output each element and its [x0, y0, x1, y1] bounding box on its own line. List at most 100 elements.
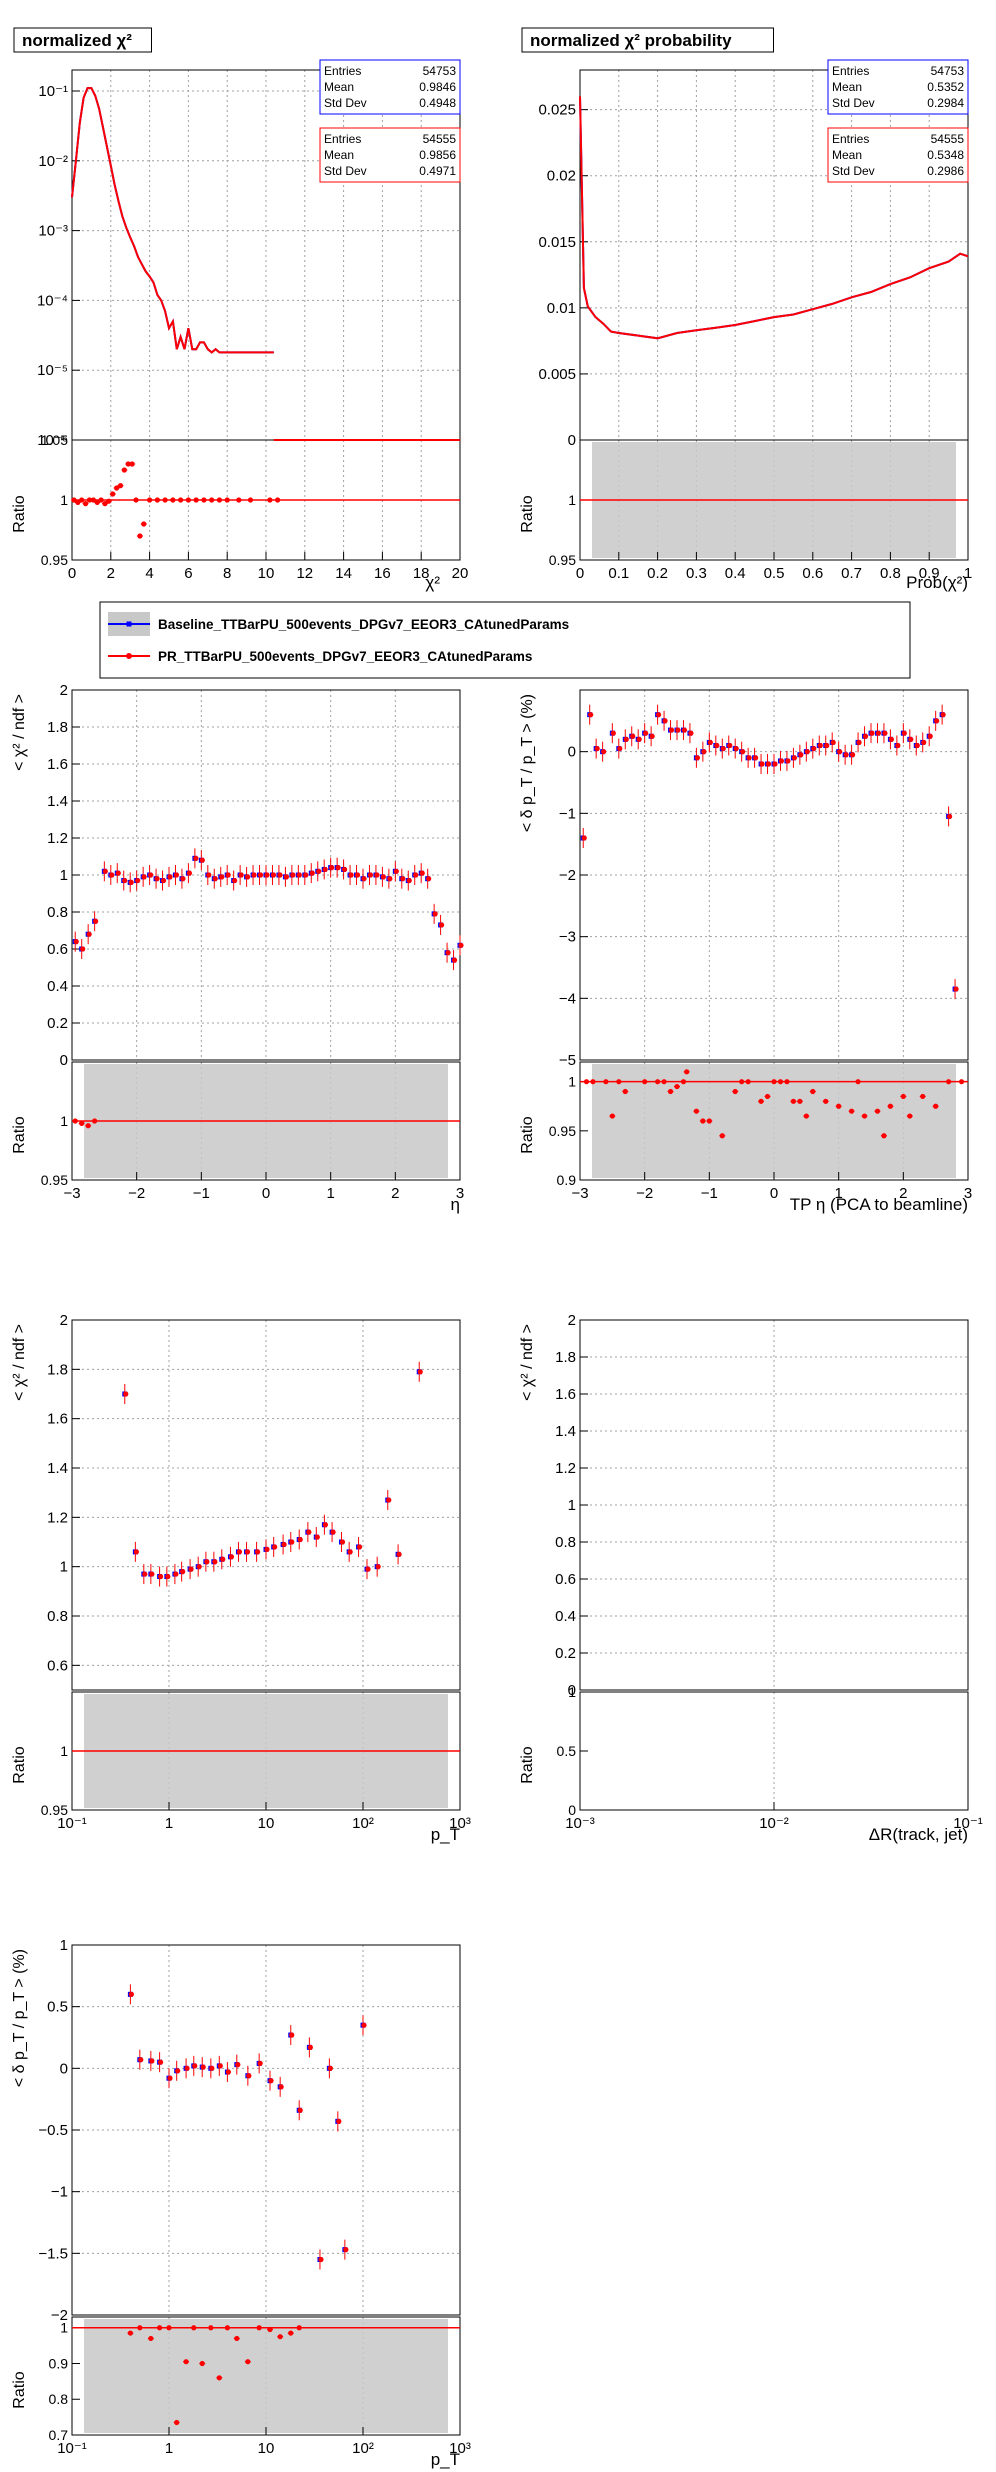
stats-label: Entries: [832, 132, 869, 146]
pr-point: [93, 918, 99, 924]
x-tick-label: 2: [391, 1185, 399, 1202]
pr-histogram: [579, 96, 969, 340]
panel-dpt_eta: [579, 689, 969, 1181]
pr-point: [264, 872, 270, 878]
pr-point: [811, 745, 817, 752]
ratio-point: [288, 2330, 294, 2336]
pr-point: [901, 730, 907, 736]
pr-point: [413, 872, 419, 878]
ratio-point: [110, 491, 116, 497]
ratio-point: [732, 1088, 738, 1095]
y-tick-label: 1.4: [555, 1423, 576, 1440]
y-tick-label: 0.02: [547, 168, 576, 185]
y-tick-label: 2: [60, 682, 68, 699]
pr-point: [141, 874, 147, 880]
pr-point: [720, 745, 726, 752]
pr-point: [396, 1551, 402, 1557]
pr-point: [336, 2118, 342, 2124]
main-frame: [71, 1319, 461, 1691]
stats-box: [827, 59, 969, 115]
pr-point: [142, 1571, 148, 1577]
x-axis-label: TP η (PCA to beamline): [790, 1195, 968, 1214]
ratio-axis-label: Ratio: [11, 495, 28, 532]
ratio-tick-label: 1: [60, 492, 68, 508]
pr-point: [934, 718, 940, 724]
x-tick-label: 0.9: [919, 565, 940, 582]
x-tick-label: 0.5: [764, 565, 785, 582]
pr-point: [746, 755, 752, 761]
pr-point: [160, 877, 167, 884]
pr-point: [824, 742, 830, 749]
pr-point: [417, 1369, 423, 1375]
pr-point: [281, 1541, 287, 1548]
pr-point: [297, 1536, 303, 1543]
pr-point: [837, 749, 843, 755]
pr-point: [123, 1391, 129, 1397]
stats-value: 0.5348: [927, 148, 964, 162]
stats-label: Mean: [832, 148, 862, 162]
ratio-point: [667, 1088, 674, 1095]
x-tick-label: 3: [456, 1185, 464, 1202]
pr-point: [232, 877, 238, 884]
pr-point: [86, 931, 92, 937]
pr-point: [316, 868, 322, 874]
pr-point: [419, 870, 425, 876]
y-tick-label: 0.005: [538, 366, 576, 383]
ratio-point: [148, 2335, 154, 2342]
y-tick-label: 2: [568, 1312, 576, 1329]
x-axis-label: η: [451, 1195, 460, 1214]
y-tick-label: 0.8: [47, 904, 68, 921]
pr-point: [914, 742, 920, 749]
y-tick-label: 0: [568, 1682, 576, 1699]
x-tick-label: 1: [165, 1815, 173, 1832]
pr-point: [785, 758, 791, 764]
ratio-point: [79, 1120, 85, 1126]
pr-point: [354, 872, 361, 878]
panel-chi2ndf_eta: [71, 689, 464, 1181]
stats-label: Mean: [324, 80, 354, 94]
pr-point: [581, 835, 587, 841]
pr-point: [244, 1549, 251, 1555]
x-axis-label: p_T: [431, 2450, 460, 2469]
x-tick-label: 1: [964, 565, 972, 582]
ratio-point: [758, 1098, 764, 1104]
pr-point: [940, 712, 946, 718]
x-tick-label: 0.1: [608, 565, 629, 582]
ratio-point: [85, 1123, 91, 1129]
panel-chi2ndf_pt: [71, 1319, 461, 1811]
pr-point: [445, 950, 451, 956]
y-tick-label: 0.6: [47, 941, 68, 958]
x-tick-label: 10⁻²: [759, 1815, 789, 1832]
pr-point: [740, 749, 746, 755]
y-tick-label: 10⁻⁵: [37, 362, 68, 379]
stats-label: Entries: [324, 132, 361, 146]
pr-point: [219, 874, 225, 880]
y-tick-label: 10⁻⁶: [37, 432, 68, 449]
pr-point: [869, 730, 875, 736]
ratio-point: [137, 533, 143, 539]
pr-point: [246, 2073, 252, 2079]
pr-point: [322, 1522, 328, 1528]
stats-value: 54753: [931, 64, 965, 78]
title-box: [13, 27, 152, 53]
ratio-axis-label: Ratio: [519, 1746, 536, 1783]
y-tick-label: −2: [51, 2307, 68, 2324]
x-tick-label: 2: [107, 565, 115, 582]
ratio-point: [803, 1113, 809, 1119]
pr-point: [694, 755, 701, 761]
ratio-point: [94, 499, 100, 505]
pr-point: [128, 879, 134, 886]
y-tick-label: −1: [559, 805, 576, 822]
pr-point: [102, 868, 108, 874]
pr-point: [714, 742, 720, 749]
pr-point: [257, 872, 264, 878]
ratio-tick-label: 1: [60, 1743, 68, 1759]
x-tick-label: 0: [576, 565, 584, 582]
pr-point: [148, 872, 154, 878]
pr-point: [173, 872, 180, 878]
pr-point: [165, 1573, 171, 1580]
pr-point: [225, 872, 231, 878]
y-axis-label: < χ² / ndf >: [11, 1324, 28, 1401]
ratio-point: [245, 2359, 251, 2365]
pr-point: [432, 911, 438, 917]
